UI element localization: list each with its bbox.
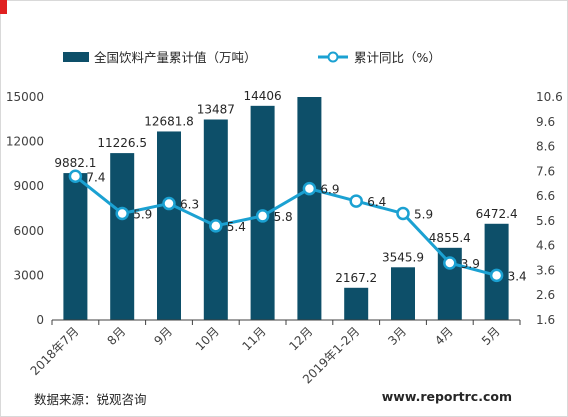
x-axis-tick-label-7: 3月	[385, 324, 409, 348]
bar-label-8: 4855.4	[429, 231, 471, 245]
line-point-2	[162, 196, 176, 211]
right-axis-tick-0: 1.6	[536, 313, 555, 327]
x-axis-tick-label-9: 5月	[479, 324, 503, 348]
bar-label-3: 13487	[197, 102, 235, 116]
bar-1	[110, 153, 135, 320]
right-axis-tick-8: 9.6	[536, 115, 555, 129]
x-axis-tick-label-2: 9月	[151, 324, 175, 348]
left-axis-tick-0: 0	[36, 313, 44, 327]
line-point-4	[255, 209, 270, 223]
line-label-4: 5.8	[274, 210, 293, 224]
line-point-3	[209, 219, 223, 233]
right-axis-tick-7: 8.6	[536, 140, 555, 154]
right-axis-tick-5: 6.6	[536, 189, 555, 203]
right-axis: 1.6 2.6 3.6 4.6 5.6 6.6 7.6 8.6 9.6 10.6	[536, 90, 563, 327]
line-label-9: 3.4	[508, 269, 527, 283]
line-point-7	[396, 206, 410, 221]
line-data-labels: 7.4 5.9 6.3 5.4 5.8 6.9 6.4 5.9 3.9 3.4	[86, 170, 526, 283]
x-axis-tick-label-4: 11月	[240, 324, 269, 353]
line-label-5: 6.9	[320, 183, 339, 197]
line-label-2: 6.3	[180, 198, 199, 212]
bar-label-0: 9882.1	[54, 156, 96, 170]
right-axis-tick-2: 3.6	[536, 263, 555, 277]
left-axis-tick-2: 6000	[13, 224, 44, 238]
bar-label-9: 6472.4	[476, 207, 518, 221]
bar-6	[344, 287, 369, 320]
line-point-0	[68, 169, 83, 184]
line-label-1: 5.9	[133, 207, 152, 221]
bar-2	[157, 131, 181, 320]
right-axis-tick-6: 7.6	[536, 164, 555, 178]
x-axis-tick-label-8: 4月	[432, 324, 456, 348]
left-axis-tick-5: 15000	[6, 90, 44, 104]
legend-bar-label: 全国饮料产量累计值（万吨）	[94, 50, 257, 65]
line-label-8: 3.9	[461, 257, 480, 271]
right-axis-tick-1: 2.6	[536, 288, 555, 302]
right-axis-tick-4: 5.6	[536, 214, 555, 228]
line-label-7: 5.9	[414, 207, 433, 221]
bar-label-7: 3545.9	[382, 250, 424, 264]
line-point-6	[349, 194, 363, 208]
line-point-9	[489, 268, 504, 283]
bar-7	[391, 267, 415, 320]
line-point-1	[115, 206, 129, 221]
line-label-3: 5.4	[227, 220, 246, 234]
line-series	[68, 169, 504, 283]
right-axis-tick-9: 10.6	[536, 90, 563, 104]
x-axis-tick-label-0: 2018年7月	[28, 324, 82, 378]
left-axis-tick-1: 3000	[13, 268, 44, 282]
left-axis-tick-4: 12000	[6, 135, 44, 149]
line-point-5	[302, 181, 317, 196]
bar-series	[63, 97, 509, 321]
x-axis-tick-label-1: 8月	[105, 324, 129, 348]
right-axis-tick-3: 4.6	[536, 239, 555, 253]
x-axis-tick-label-3: 10月	[193, 324, 222, 353]
legend-line-label: 累计同比（%）	[354, 50, 441, 65]
line-path	[74, 175, 497, 277]
bar-label-1: 11226.5	[97, 136, 147, 150]
bar-label-6: 2167.2	[335, 271, 377, 285]
legend-bar-swatch	[63, 52, 89, 62]
bar-label-4: 14406	[244, 89, 282, 103]
website-url: www.reportrc.com	[381, 389, 512, 404]
line-point-8	[443, 256, 457, 270]
bar-label-2: 12681.8	[144, 114, 194, 128]
line-label-6: 6.4	[367, 195, 386, 209]
source-note: 数据来源：锐观咨询	[34, 392, 147, 407]
left-axis: 0 3000 6000 9000 12000 15000	[6, 90, 44, 327]
legend-line-marker	[327, 51, 339, 63]
bar-0	[63, 173, 88, 320]
line-label-0: 7.4	[86, 170, 105, 184]
x-axis-tick-label-5: 12月	[286, 324, 315, 353]
bar-5	[297, 97, 322, 320]
accent-mark	[0, 0, 7, 14]
legend: 全国饮料产量累计值（万吨） 累计同比（%）	[63, 50, 441, 65]
left-axis-tick-3: 9000	[13, 179, 44, 193]
